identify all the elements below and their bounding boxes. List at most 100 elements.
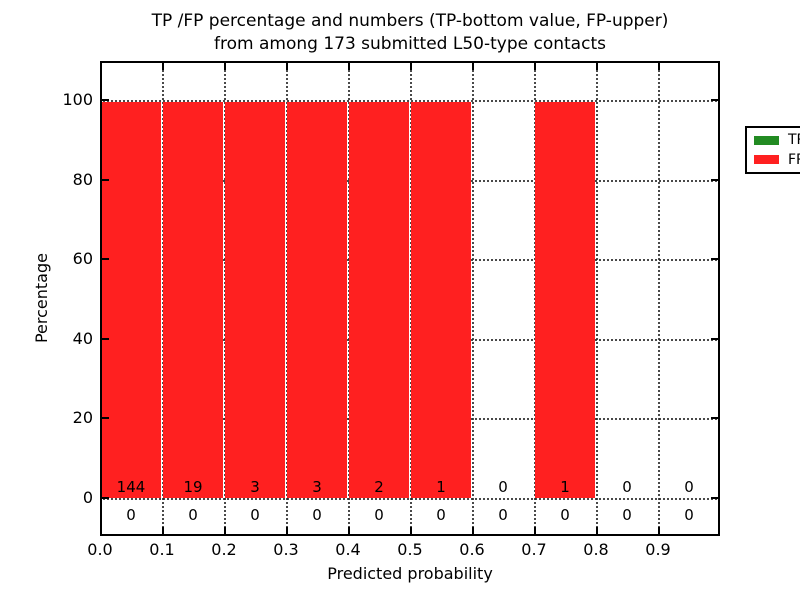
- fp-bar: [287, 102, 347, 498]
- tp-count-label: 0: [560, 506, 570, 524]
- y-tick-label: 80: [72, 169, 93, 189]
- x-tick-label: 0.4: [335, 540, 361, 559]
- x-tick-label: 0.9: [645, 540, 671, 559]
- y-axis-tick: [102, 337, 109, 340]
- x-axis-tick: [410, 527, 412, 534]
- y-axis-tick-right: [711, 417, 718, 420]
- y-axis-tick: [102, 417, 109, 420]
- fp-count-label: 0: [684, 478, 694, 496]
- x-tick-label: 0.6: [459, 540, 485, 559]
- y-axis-label: Percentage: [32, 253, 51, 344]
- x-axis-tick: [100, 527, 102, 534]
- x-axis-tick-top: [224, 63, 226, 70]
- x-axis-tick: [658, 527, 660, 534]
- y-tick-label: 100: [62, 90, 93, 109]
- fp-count-label: 144: [116, 478, 146, 496]
- y-axis-tick-right: [711, 337, 718, 340]
- tp-count-label: 0: [188, 506, 198, 524]
- x-axis-tick-top: [410, 63, 412, 70]
- x-tick-label: 0.5: [397, 540, 423, 559]
- x-axis-tick-top: [162, 63, 164, 70]
- legend-label: FP: [788, 151, 800, 168]
- x-axis-tick-top: [596, 63, 598, 70]
- x-axis-tick: [472, 527, 474, 534]
- y-axis-tick: [102, 99, 109, 101]
- y-axis-tick: [102, 258, 109, 261]
- fp-count-label: 3: [250, 478, 260, 496]
- h-gridline: [100, 338, 720, 341]
- y-axis-tick-right: [711, 258, 718, 261]
- x-axis-tick: [224, 527, 226, 534]
- y-axis-tick: [102, 497, 109, 499]
- x-axis-tick: [534, 527, 536, 534]
- fp-count-label: 1: [436, 478, 446, 496]
- fp-bar: [349, 102, 409, 498]
- x-axis-tick: [596, 527, 598, 534]
- h-gridline: [100, 418, 720, 421]
- x-axis-tick: [286, 527, 288, 534]
- x-axis-tick-top: [100, 63, 102, 70]
- x-tick-label: 0.3: [273, 540, 299, 559]
- x-axis-tick-top: [472, 63, 474, 70]
- fp-bar: [411, 102, 471, 498]
- chart-title-line1: TP /FP percentage and numbers (TP-bottom…: [151, 11, 669, 31]
- chart-title: TP /FP percentage and numbers (TP-bottom…: [100, 10, 720, 56]
- fp-bar: [101, 102, 161, 498]
- y-tick-label: 60: [72, 249, 93, 269]
- x-axis-label: Predicted probability: [327, 564, 493, 583]
- h-gridline: [100, 498, 720, 500]
- x-axis-tick: [348, 527, 350, 534]
- y-axis-tick-right: [711, 99, 718, 101]
- x-tick-label: 0.0: [87, 540, 113, 559]
- chart-title-line2: from among 173 submitted L50-type contac…: [214, 34, 606, 54]
- fp-bar: [225, 102, 285, 498]
- tp-count-label: 0: [312, 506, 322, 524]
- x-axis-tick: [718, 527, 720, 534]
- fp-count-label: 2: [374, 478, 384, 496]
- x-axis-tick-top: [534, 63, 536, 70]
- h-gridline: [100, 259, 720, 262]
- x-tick-label: 0.1: [149, 540, 175, 559]
- x-axis-tick-top: [658, 63, 660, 70]
- legend-swatch-tp: [754, 135, 779, 145]
- legend-item: TP: [747, 133, 800, 147]
- y-tick-label: 20: [72, 408, 93, 428]
- tp-count-label: 0: [498, 506, 508, 524]
- x-tick-label: 0.8: [583, 540, 609, 559]
- tp-count-label: 0: [436, 506, 446, 524]
- y-axis-tick-right: [711, 497, 718, 499]
- legend-label: TP: [788, 132, 800, 149]
- plot-area: TP FP 144 0 19 0 3 0 3 0 2 0 1 0 0 0 1 0 0 0 0 0: [100, 61, 800, 536]
- y-tick-label: 40: [72, 328, 93, 348]
- tp-count-label: 0: [126, 506, 136, 524]
- h-gridline: [100, 179, 720, 182]
- x-axis-tick-top: [718, 63, 720, 70]
- fp-count-label: 0: [498, 478, 508, 496]
- y-tick-label: 0: [82, 488, 93, 507]
- fp-count-label: 19: [183, 478, 203, 496]
- legend-swatch-fp: [754, 155, 779, 165]
- y-axis-tick: [102, 178, 109, 181]
- x-tick-label: 0.2: [211, 540, 237, 559]
- fp-count-label: 1: [560, 478, 570, 496]
- tp-count-label: 0: [684, 506, 694, 524]
- x-axis-tick-top: [286, 63, 288, 70]
- v-gridline: [472, 61, 474, 536]
- h-gridline: [100, 100, 720, 102]
- v-gridline: [596, 61, 598, 536]
- fp-bar: [535, 102, 595, 498]
- x-axis-tick-top: [348, 63, 350, 70]
- tp-count-label: 0: [622, 506, 632, 524]
- legend-item: FP: [747, 153, 800, 167]
- y-axis-tick-right: [711, 178, 718, 181]
- x-tick-label: 0.7: [521, 540, 547, 559]
- fp-count-label: 3: [312, 478, 322, 496]
- fp-count-label: 0: [622, 478, 632, 496]
- v-gridline: [658, 61, 660, 536]
- fp-bar: [163, 102, 223, 498]
- legend: TP FP: [745, 126, 800, 174]
- x-axis-tick: [162, 527, 164, 534]
- tp-count-label: 0: [250, 506, 260, 524]
- tp-count-label: 0: [374, 506, 384, 524]
